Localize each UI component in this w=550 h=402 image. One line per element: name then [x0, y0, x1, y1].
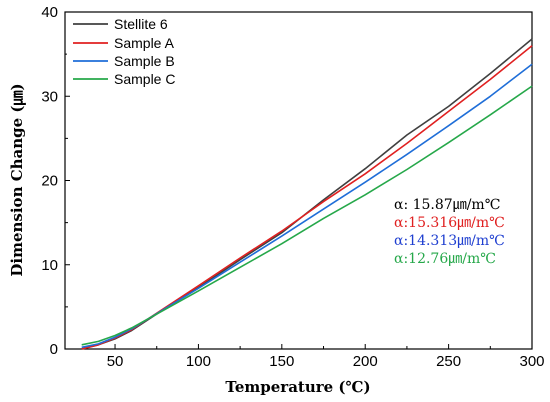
y-tick-label: 10: [41, 257, 58, 274]
y-tick-label: 40: [41, 4, 58, 21]
legend: Stellite 6 Sample A Sample B Sample C: [67, 14, 189, 87]
y-tick-label: 20: [41, 173, 58, 190]
annotation-sample-a: α:15.316㎛/m℃: [394, 215, 505, 231]
series-line-sample-c: [81, 85, 533, 346]
series-line-sample-b: [81, 63, 533, 349]
annotation-sample-c: α:12.76㎛/m℃: [394, 251, 496, 267]
y-tick-label: 30: [41, 88, 58, 105]
x-tick-label: 50: [107, 353, 124, 370]
y-tick-label: 0: [50, 341, 58, 358]
series-line-stellite-6: [81, 38, 533, 350]
legend-label-sample-c: Sample C: [114, 71, 175, 87]
legend-label-stellite-6: Stellite 6: [114, 16, 168, 32]
annotation-stellite-6: α: 15.87㎛/m℃: [394, 197, 500, 213]
series-lines: [81, 38, 533, 350]
x-tick-label: 300: [519, 353, 544, 370]
x-axis-title: Temperature (℃): [225, 378, 370, 396]
x-tick-label: 100: [186, 353, 211, 370]
annotation-sample-b: α:14.313㎛/m℃: [394, 233, 505, 249]
x-tick-label: 150: [269, 353, 294, 370]
legend-label-sample-b: Sample B: [114, 53, 175, 69]
legend-label-sample-a: Sample A: [114, 35, 175, 51]
y-axis-title: Dimension Change (㎛): [8, 83, 27, 276]
legend-box: [67, 14, 189, 86]
x-tick-label: 200: [353, 353, 378, 370]
axis-ticks: 50 100 150 200 250 300 0 10 20 30 40: [41, 4, 544, 370]
x-tick-label: 250: [436, 353, 461, 370]
coefficient-annotations: α: 15.87㎛/m℃ α:15.316㎛/m℃ α:14.313㎛/m℃ α…: [394, 197, 505, 267]
